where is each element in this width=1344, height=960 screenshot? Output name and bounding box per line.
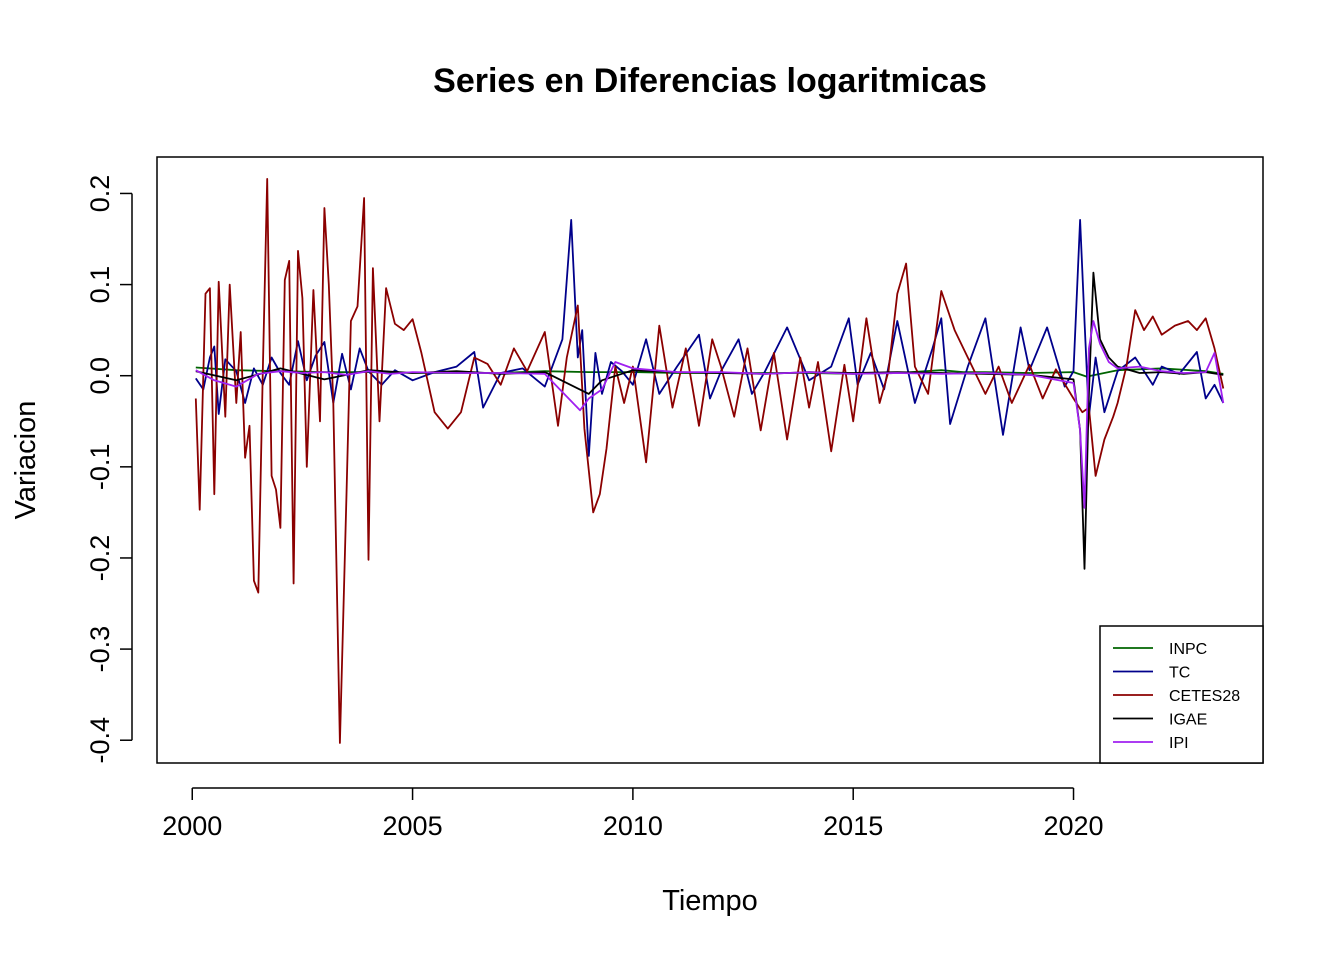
y-axis-title: Variacion — [10, 401, 42, 520]
y-axis: -0.4 -0.3 -0.2 -0.1 0.0 0.1 0.2 — [85, 175, 133, 764]
y-tick-label: -0.4 — [85, 717, 115, 764]
series-line-cetes28 — [194, 177, 1225, 744]
series-line-tc — [195, 218, 1225, 457]
y-tick-label: -0.3 — [85, 626, 115, 673]
x-tick-label: 2005 — [383, 811, 443, 841]
series-layer — [194, 177, 1225, 744]
y-tick-label: -0.1 — [85, 444, 115, 491]
x-tick-label: 2000 — [162, 811, 222, 841]
series-line-ipi — [195, 320, 1225, 509]
x-tick-label: 2020 — [1043, 811, 1103, 841]
series-line-igae — [195, 271, 1224, 570]
legend: INPC TC CETES28 IGAE IPI — [1099, 625, 1264, 764]
x-tick-label: 2010 — [603, 811, 663, 841]
y-tick-label: 0.2 — [85, 175, 115, 213]
x-tick-label: 2015 — [823, 811, 883, 841]
chart-title: Series en Diferencias logaritmicas — [433, 62, 987, 100]
legend-label: INPC — [1169, 641, 1207, 658]
legend-label: IPI — [1169, 735, 1189, 752]
legend-label: IGAE — [1169, 712, 1207, 729]
y-tick-label: 0.0 — [85, 357, 115, 395]
x-axis: 2000 2005 2010 2015 2020 — [162, 787, 1104, 841]
y-tick-label: -0.2 — [85, 535, 115, 582]
x-axis-title: Tiempo — [662, 885, 758, 917]
legend-label: TC — [1169, 665, 1190, 682]
legend-label: CETES28 — [1169, 688, 1240, 705]
plot-frame — [156, 156, 1264, 764]
y-tick-label: 0.1 — [85, 266, 115, 304]
